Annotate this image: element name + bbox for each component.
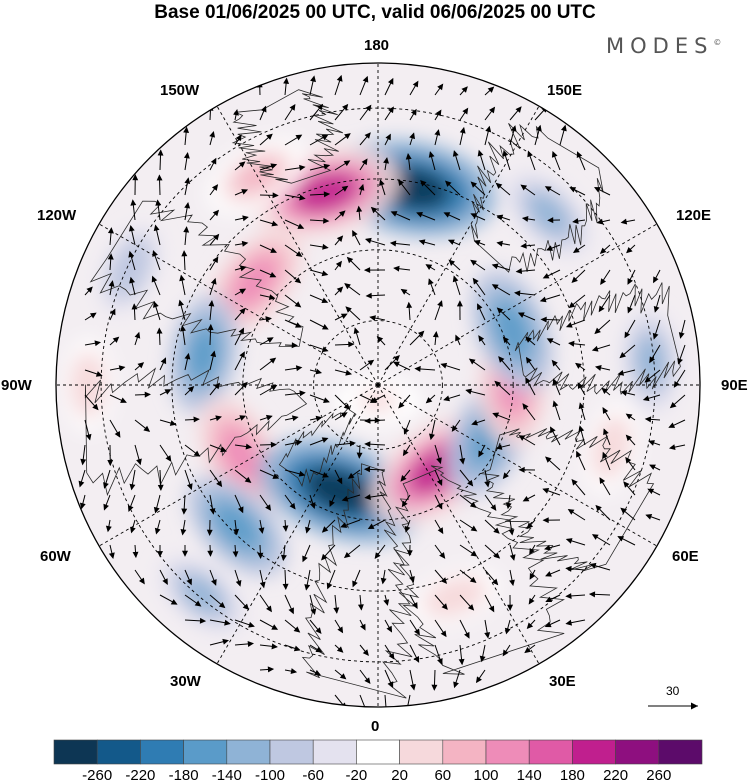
wind-vector-head (405, 710, 409, 715)
reference-vector-label: 30 (666, 684, 679, 698)
colorbar-swatch (227, 740, 270, 764)
lon-label-150e: 150E (547, 82, 582, 99)
colorbar-tick-label: -260 (75, 767, 119, 784)
map-disk (56, 63, 700, 715)
colorbar-swatch (97, 740, 140, 764)
lon-label-90w: 90W (1, 377, 32, 394)
colorbar-tick-label: 260 (637, 767, 681, 784)
colorbar-swatch (356, 740, 399, 764)
colorbar-tick-label: -140 (205, 767, 249, 784)
colorbar-tick-label: 180 (550, 767, 594, 784)
colorbar-swatch (443, 740, 486, 764)
colorbar-swatch (54, 740, 97, 764)
lon-label-0: 0 (371, 718, 379, 735)
lon-label-30e: 30E (549, 673, 576, 690)
colorbar-swatch (313, 740, 356, 764)
colorbar-swatch (529, 740, 572, 764)
colorbar-swatch (400, 740, 443, 764)
lon-label-150w: 150W (160, 82, 199, 99)
colorbar-tick-label: -20 (334, 767, 378, 784)
colorbar-swatch (659, 740, 702, 764)
colorbar-swatch (270, 740, 313, 764)
colorbar-tick-label: 220 (594, 767, 638, 784)
colorbar-tick-label: -100 (248, 767, 292, 784)
lon-label-60e: 60E (672, 548, 699, 565)
colorbar-swatch (616, 740, 659, 764)
colorbar-tick-label: 140 (507, 767, 551, 784)
reference-vector-head (691, 703, 698, 710)
wind-vector-head (363, 707, 367, 712)
colorbar-swatch (140, 740, 183, 764)
colorbar-tick-label: -60 (291, 767, 335, 784)
reference-vector (648, 703, 698, 710)
lon-label-90e: 90E (721, 377, 748, 394)
colorbar (54, 740, 702, 764)
colorbar-tick-label: -220 (118, 767, 162, 784)
wind-vector-head (384, 710, 388, 715)
colorbar-tick-label: 60 (421, 767, 465, 784)
colorbar-swatch (486, 740, 529, 764)
lon-label-60w: 60W (40, 548, 71, 565)
lon-label-180: 180 (364, 37, 389, 54)
colorbar-tick-label: 100 (464, 767, 508, 784)
lon-label-120w: 120W (37, 207, 76, 224)
lon-label-120e: 120E (676, 207, 711, 224)
colorbar-swatch (572, 740, 615, 764)
wind-vector (210, 106, 211, 120)
colorbar-tick-label: -180 (162, 767, 206, 784)
lon-label-30w: 30W (170, 673, 201, 690)
colorbar-tick-label: 20 (378, 767, 422, 784)
colorbar-swatch (184, 740, 227, 764)
